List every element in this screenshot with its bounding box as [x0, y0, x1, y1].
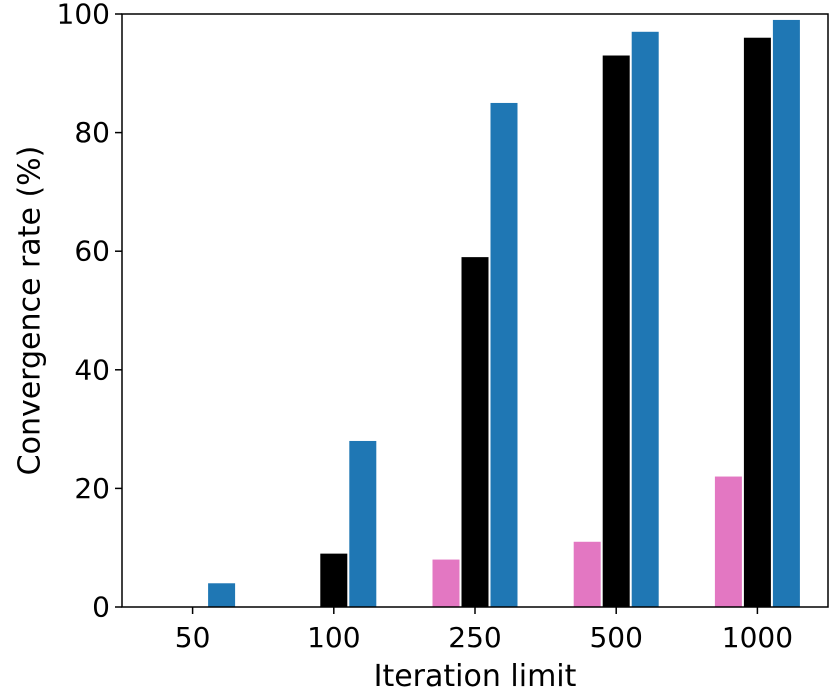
y-tick-label: 40: [74, 353, 110, 386]
bar: [714, 476, 742, 607]
x-axis-ticks: 50 100 250 500 1000: [175, 607, 793, 654]
bar: [349, 440, 377, 607]
plot-frame: [121, 13, 829, 608]
bar: [490, 102, 518, 607]
bar: [743, 37, 771, 608]
x-axis-label: Iteration limit: [374, 659, 577, 690]
x-tick-label: 500: [589, 621, 642, 654]
bar: [573, 541, 601, 607]
bar: [320, 553, 348, 607]
bar: [461, 257, 489, 607]
x-tick-label: 250: [448, 621, 501, 654]
bar: [432, 559, 460, 607]
y-tick-label: 60: [74, 235, 110, 268]
bar: [208, 583, 236, 607]
y-tick-label: 0: [92, 591, 110, 624]
bar: [602, 55, 630, 607]
bars-group: [208, 19, 800, 608]
y-tick-label: 20: [74, 472, 110, 505]
y-axis-ticks: 0 20 40 60 80 100: [57, 0, 122, 624]
y-tick-label: 100: [57, 0, 110, 31]
y-tick-label: 80: [74, 116, 110, 149]
x-tick-label: 1000: [722, 621, 793, 654]
y-axis-label: Convergence rate (%): [13, 146, 48, 476]
x-tick-label: 50: [175, 621, 211, 654]
bar: [772, 19, 800, 608]
x-tick-label: 100: [307, 621, 360, 654]
bar: [631, 31, 659, 608]
